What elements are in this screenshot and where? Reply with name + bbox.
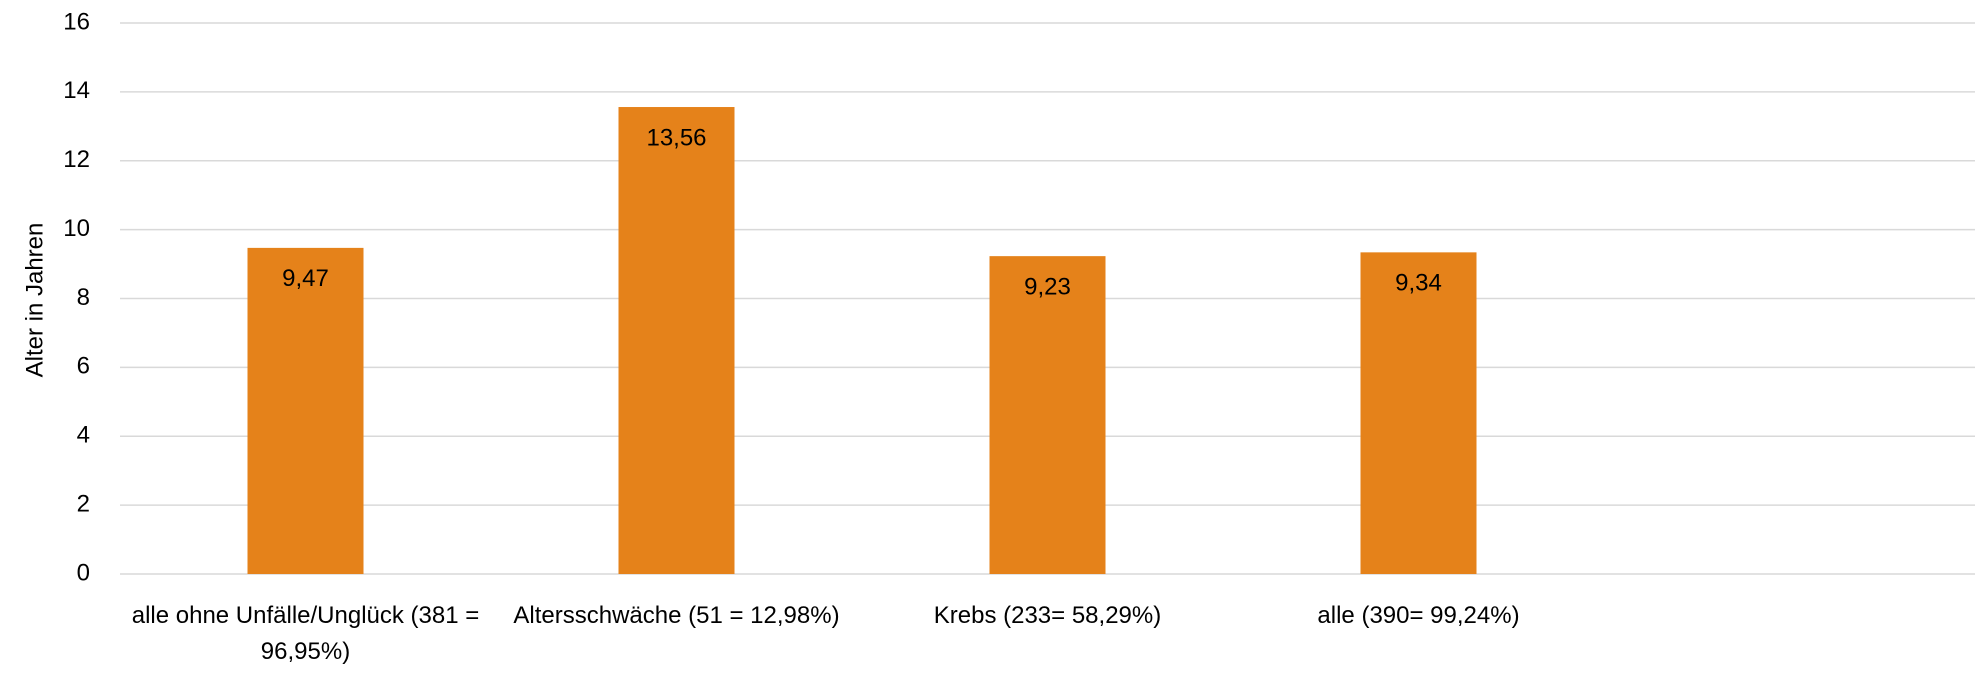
bar: [1360, 252, 1477, 574]
data-label: 9,23: [1024, 273, 1071, 300]
data-label: 9,34: [1395, 270, 1442, 297]
y-tick-label: 14: [63, 77, 90, 104]
data-label: 9,47: [282, 265, 329, 292]
bar: [247, 247, 364, 574]
y-tick-label: 0: [77, 559, 90, 586]
data-label: 13,56: [646, 124, 706, 151]
y-tick-label: 10: [63, 215, 90, 242]
y-axis-label: Alter in Jahren: [21, 223, 48, 378]
x-tick-label: Altersschwäche (51 = 12,98%): [513, 602, 840, 629]
y-tick-label: 16: [63, 8, 90, 35]
bar: [618, 107, 735, 574]
x-tick-label: Krebs (233= 58,29%): [933, 602, 1162, 629]
y-tick-label: 6: [77, 353, 90, 380]
y-tick-label: 4: [77, 422, 90, 449]
x-tick-label: alle ohne Unfälle/Unglück (381 = 96,95%): [131, 602, 480, 665]
x-tick-label: alle (390= 99,24%): [1317, 602, 1520, 629]
y-tick-label: 12: [63, 146, 90, 173]
bar: [989, 256, 1106, 574]
y-tick-label: 8: [77, 284, 90, 311]
y-tick-label: 2: [77, 490, 90, 517]
